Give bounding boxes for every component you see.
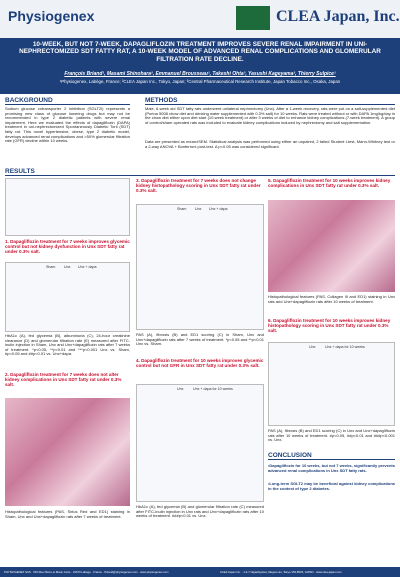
- panel-title: 1. Dapagliflozin treatment for 7 weeks i…: [5, 239, 130, 255]
- section-heading: RESULTS: [5, 168, 395, 176]
- panel-caption: Histopathological features (PAS, Sirius …: [5, 509, 130, 519]
- panel-caption: HbA1c (A), fed glycemia (B), albuminuria…: [5, 333, 130, 357]
- footer: PHYSIOGENEX SAS · 516 Rue Pierre et Mari…: [0, 567, 400, 577]
- background-text: Sodium glucose cotransporter 2 inhibitio…: [5, 106, 130, 144]
- clea-logo-icon: [236, 6, 270, 30]
- section-heading: BACKGROUND: [5, 97, 130, 105]
- panel-title: 2. Dapagliflozin treatment for 7 weeks d…: [5, 372, 122, 388]
- histology-images: [268, 200, 395, 292]
- legend-entry: Unx + dapa: [209, 207, 228, 211]
- panel-title: 5. Dapagliflozin treatment for 10 weeks …: [268, 178, 391, 189]
- panel-title: 4. Dapagliflozin treatment for 10 weeks …: [136, 358, 264, 369]
- figure: Sham Unx Unx + dapa: [136, 204, 264, 330]
- figure: Unx Unx + dapa for 10 weeks: [136, 384, 264, 502]
- logo-right: CLEA Japan, Inc.: [276, 8, 400, 25]
- legend-entry: Unx: [177, 387, 184, 391]
- methods-stats: Data are presented as mean±SEM. Statisti…: [145, 139, 395, 149]
- methods-text: Male, 6-week old SDT fatty rats underwen…: [145, 106, 395, 125]
- header: Physiogenex CLEA Japan, Inc.: [0, 0, 400, 38]
- legend-entry: Unx: [64, 265, 71, 269]
- panel-title: 3. Dapagliflozin treatment for 7 weeks d…: [136, 178, 261, 194]
- legend-entry: Unx: [309, 345, 316, 349]
- panel-caption: PAS (A), fibrosis (B) and ED1 scoring (C…: [268, 428, 395, 443]
- conclusion-bullet: •Dapagliflozin for 10 weeks, but not 7 w…: [268, 463, 395, 473]
- footer-right: CLEA Japan Inc. · 1-2-7 Higashiyama, Meg…: [220, 570, 342, 574]
- footer-left: PHYSIOGENEX SAS · 516 Rue Pierre et Mari…: [4, 570, 169, 574]
- figure: Unx Unx + dapa for 10 weeks: [268, 342, 395, 426]
- legend-entry: Sham: [177, 207, 187, 211]
- logo-left: Physiogenex: [8, 8, 95, 24]
- title: 10-WEEK, BUT NOT 7-WEEK, DAPAGLIFLOZIN T…: [19, 41, 381, 63]
- conclusion-bullet: •Long-term SGLT2 may be beneficial again…: [268, 481, 395, 491]
- section-heading: CONCLUSION: [268, 452, 395, 460]
- section-heading: METHODS: [145, 97, 395, 105]
- legend-entry: Unx + dapa for 10 weeks: [325, 345, 365, 349]
- legend-entry: Sham: [46, 265, 56, 269]
- study-design-diagram: [5, 178, 130, 236]
- legend-entry: Unx + dapa: [78, 265, 97, 269]
- panel-caption: Histopathological features (PAS, Collage…: [268, 294, 395, 304]
- title-band: 10-WEEK, BUT NOT 7-WEEK, DAPAGLIFLOZIN T…: [0, 38, 400, 94]
- panel-title: 6. Dapagliflozin treatment for 10 weeks …: [268, 318, 391, 334]
- figure: Sham Unx Unx + dapa: [5, 262, 130, 332]
- legend-entry: Unx: [195, 207, 202, 211]
- authors: François Briand¹, Masami Shinohara², Emm…: [64, 71, 336, 77]
- panel-caption: HbA1c (A), fed glycemia (B) and glomerul…: [136, 504, 264, 519]
- histology-images: [5, 398, 130, 506]
- affiliations: ¹Physiogenex, Labège, France; ²CLEA Japa…: [59, 79, 341, 84]
- legend-entry: Unx + dapa for 10 weeks: [193, 387, 233, 391]
- panel-caption: PAS (A), fibrosis (B) and ED1 scoring (C…: [136, 332, 264, 347]
